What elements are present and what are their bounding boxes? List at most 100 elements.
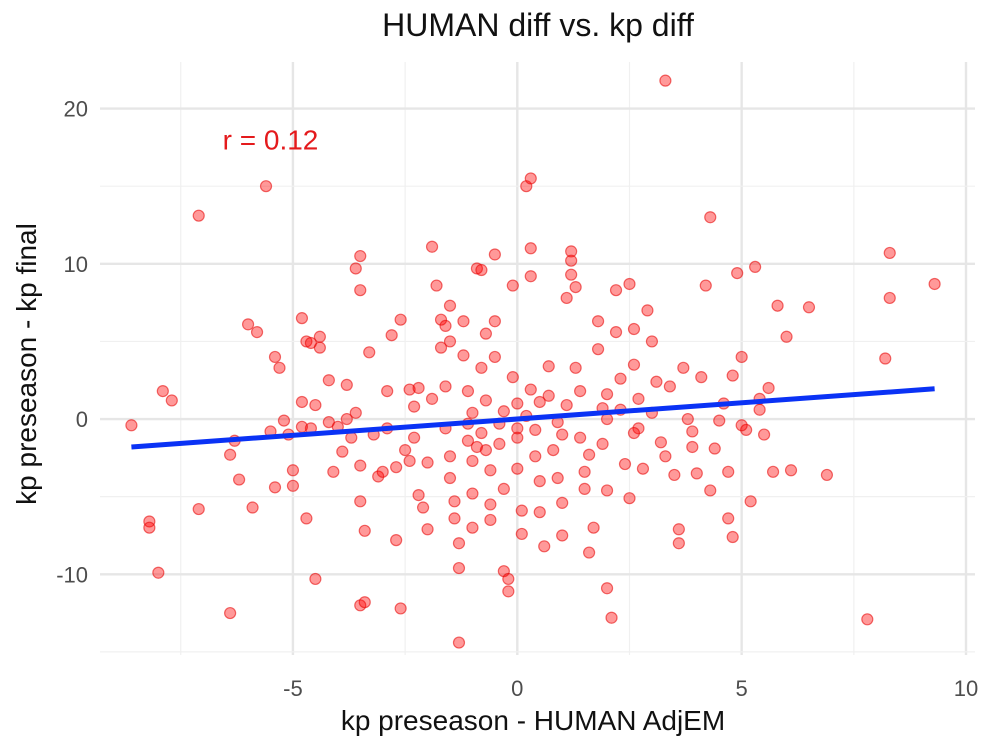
data-point xyxy=(672,523,685,536)
data-point xyxy=(609,284,623,297)
data-point xyxy=(322,374,335,387)
data-point xyxy=(565,254,578,267)
data-point xyxy=(358,524,371,537)
data-point xyxy=(443,450,457,463)
data-point xyxy=(524,270,537,283)
data-point xyxy=(295,312,309,325)
data-point xyxy=(502,585,515,598)
data-point xyxy=(224,606,237,620)
data-point xyxy=(749,260,762,274)
data-point xyxy=(372,470,385,483)
data-point xyxy=(672,537,685,550)
data-point xyxy=(484,464,497,477)
data-point xyxy=(408,431,421,444)
data-point xyxy=(439,380,452,393)
chart-title: HUMAN diff vs. kp diff xyxy=(382,7,694,43)
data-point xyxy=(336,445,349,458)
data-point xyxy=(556,496,569,509)
data-point xyxy=(677,361,690,374)
data-point xyxy=(632,392,645,405)
data-point xyxy=(690,467,703,480)
data-point xyxy=(758,428,771,441)
data-point xyxy=(273,361,286,374)
data-point xyxy=(591,343,605,356)
data-point xyxy=(349,262,362,275)
data-point xyxy=(403,454,416,468)
data-point xyxy=(408,400,421,413)
data-point xyxy=(780,330,793,343)
data-point xyxy=(313,330,326,343)
data-point xyxy=(434,341,448,354)
data-point xyxy=(511,431,524,444)
data-point xyxy=(511,422,524,435)
data-point xyxy=(654,436,667,449)
data-point xyxy=(735,419,748,432)
data-point xyxy=(421,523,434,536)
data-point xyxy=(425,240,439,253)
data-point xyxy=(587,521,600,534)
data-point xyxy=(591,315,605,328)
data-point xyxy=(578,482,591,495)
data-point xyxy=(488,248,501,261)
data-point xyxy=(569,361,582,374)
data-point xyxy=(632,422,645,435)
data-point xyxy=(744,495,757,508)
data-point xyxy=(722,512,735,525)
regression-line xyxy=(131,386,935,450)
data-point xyxy=(448,495,461,508)
data-point xyxy=(488,350,501,364)
data-point xyxy=(497,405,510,418)
data-point xyxy=(443,335,457,348)
data-point xyxy=(457,315,470,328)
data-point xyxy=(861,613,874,626)
data-point xyxy=(802,301,816,314)
y-axis-title: kp preseason - kp final xyxy=(11,223,42,505)
data-point xyxy=(928,277,941,291)
data-point xyxy=(385,329,398,342)
data-point xyxy=(340,412,353,426)
data-point xyxy=(529,450,542,463)
data-point xyxy=(233,473,246,486)
data-point xyxy=(502,572,515,586)
data-point xyxy=(259,180,273,193)
data-point xyxy=(569,280,582,294)
x-tick-label: -5 xyxy=(283,676,303,701)
data-point xyxy=(125,419,138,432)
data-point xyxy=(686,440,699,454)
data-point xyxy=(466,406,479,419)
data-point xyxy=(524,242,537,255)
data-point xyxy=(538,540,551,553)
data-point xyxy=(699,279,712,292)
data-point xyxy=(497,482,510,495)
data-point xyxy=(623,277,636,291)
data-point xyxy=(623,492,636,505)
data-point xyxy=(708,442,721,455)
data-point xyxy=(309,572,322,586)
data-point xyxy=(425,392,439,405)
data-point xyxy=(156,384,169,398)
x-tick-labels: -5 0 5 10 xyxy=(283,676,978,701)
data-point xyxy=(394,602,407,615)
data-point xyxy=(556,428,569,441)
data-point xyxy=(533,395,546,409)
data-point xyxy=(479,443,492,457)
data-point xyxy=(192,502,205,516)
data-point xyxy=(475,361,488,374)
data-point xyxy=(484,498,497,511)
data-point xyxy=(524,383,537,396)
data-point xyxy=(354,284,367,297)
data-point xyxy=(524,172,537,185)
data-point xyxy=(600,484,614,497)
data-point xyxy=(412,489,425,502)
data-point xyxy=(663,380,676,393)
data-point xyxy=(143,521,156,534)
data-points xyxy=(125,74,941,649)
data-point xyxy=(596,437,609,450)
data-point xyxy=(399,443,412,457)
data-point xyxy=(784,464,798,477)
correlation-annotation: r = 0.12 xyxy=(223,125,319,156)
data-point xyxy=(488,315,501,328)
data-point xyxy=(461,434,475,447)
data-point xyxy=(735,350,748,364)
